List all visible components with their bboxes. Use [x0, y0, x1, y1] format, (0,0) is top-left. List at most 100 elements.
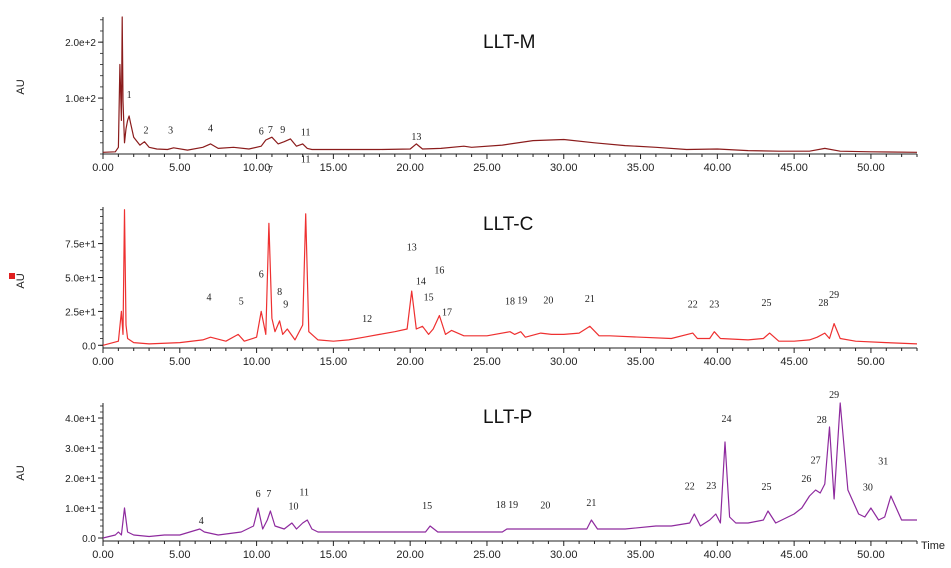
peak-label-17: 17 — [442, 307, 452, 318]
x-tick-label: 0.00 — [92, 162, 113, 174]
peak-label-23: 23 — [709, 299, 719, 310]
peak-label-5: 5 — [239, 297, 244, 308]
y-tick-label: 0.0 — [82, 534, 96, 545]
x-tick-label: 40.00 — [704, 356, 732, 368]
peak-label-30: 30 — [863, 482, 873, 493]
peak-label-2: 2 — [144, 125, 149, 136]
x-tick-label: 35.00 — [627, 549, 655, 561]
y-tick-label: 2.0e+2 — [65, 38, 96, 49]
peak-label-13: 13 — [407, 242, 417, 253]
x-tick-label: 25.00 — [473, 162, 501, 174]
chromatogram-trace — [102, 402, 917, 539]
x-tick-label: 0.00 — [92, 549, 113, 561]
peak-label-12: 12 — [362, 314, 372, 325]
peak-label-29: 29 — [829, 290, 839, 301]
y-tick-label: 7.5e+1 — [65, 240, 96, 251]
peak-label-6: 6 — [256, 489, 261, 500]
peak-label-22: 22 — [685, 481, 695, 492]
x-tick-label: 25.00 — [473, 549, 501, 561]
peak-label-1: 1 — [127, 90, 132, 101]
x-tick-label: 10.00 — [243, 356, 271, 368]
peak-label-18: 18 — [505, 297, 515, 308]
peak-label-13: 13 — [411, 132, 421, 143]
y-axis-title: AU — [15, 79, 27, 94]
x-tick-label: 50.00 — [857, 162, 885, 174]
x-tick-label: 15.00 — [320, 549, 348, 561]
panel-title: LLT-P — [483, 407, 532, 428]
y-tick-label: 5.0e+1 — [65, 274, 96, 285]
peak-label-24: 24 — [722, 414, 732, 425]
peak-label-7: 7 — [266, 489, 271, 500]
panel-title: LLT-M — [483, 32, 535, 53]
x-tick-label: 30.00 — [550, 356, 578, 368]
peak-label-21: 21 — [586, 498, 596, 509]
x-tick-label: 40.00 — [704, 549, 732, 561]
peak-label-19: 19 — [508, 500, 518, 511]
x-tick-label: 10.00 — [243, 549, 271, 561]
y-tick-label: 1.0e+2 — [65, 94, 96, 105]
peak-label-15: 15 — [424, 293, 434, 304]
peak-label-9: 9 — [283, 299, 288, 310]
x-tick-label: 35.00 — [627, 162, 655, 174]
y-axis-title: AU — [15, 273, 27, 288]
peak-label-29: 29 — [829, 390, 839, 401]
peak-label-20: 20 — [540, 501, 550, 512]
chart-panel-1: LLT-M AU 0.00 5.00 10.00 15.00 20.00 25.00 30.00… — [15, 16, 918, 174]
x-tick-label: 5.00 — [169, 549, 190, 561]
panel-title: LLT-C — [483, 214, 533, 235]
x-tick-label: 45.00 — [780, 162, 808, 174]
peak-label-6: 6 — [259, 270, 264, 281]
y-axis-title: AU — [15, 465, 27, 480]
peak-label-21: 21 — [585, 294, 595, 305]
x-tick-label: 40.00 — [704, 162, 732, 174]
chromatogram-trace — [102, 209, 918, 346]
y-tick-label: 2.5e+1 — [65, 307, 96, 318]
peak-label-11: 11 — [299, 488, 309, 499]
peak-label-15: 15 — [422, 501, 432, 512]
x-tick-label: 0.00 — [92, 356, 113, 368]
x-tick-label: 10.00 — [243, 162, 271, 174]
peak-label-11: 11 — [301, 128, 311, 139]
peak-label-4: 4 — [208, 124, 213, 135]
y-tick-label: 1.0e+1 — [65, 504, 96, 515]
chart-panel-2: LLT-C AU 0.00 5.00 10.00 15.00 20.00 25.00 30.00… — [9, 154, 918, 368]
peak-label-7: 7 — [268, 165, 273, 176]
x-tick-label: 50.00 — [857, 549, 885, 561]
peak-label-3: 3 — [168, 125, 173, 136]
x-tick-label: 15.00 — [320, 162, 348, 174]
x-tick-label: 30.00 — [550, 549, 578, 561]
peak-label-8: 8 — [277, 287, 282, 298]
peak-label-7: 7 — [268, 125, 273, 136]
peak-label-28: 28 — [817, 415, 827, 426]
peak-label-31: 31 — [878, 457, 888, 468]
x-tick-label: 5.00 — [169, 356, 190, 368]
y-tick-label: 4.0e+1 — [65, 414, 96, 425]
chart-panel-3: LLT-P AU 0.00 5.00 10.00 15.00 20.00 25.00 30.00… — [15, 390, 945, 561]
peak-label-22: 22 — [688, 299, 698, 310]
peak-label-26: 26 — [801, 474, 811, 485]
peak-label-14: 14 — [416, 276, 426, 287]
y-tick-label: 2.0e+1 — [65, 474, 96, 485]
x-tick-label: 45.00 — [780, 356, 808, 368]
x-tick-label: 20.00 — [396, 356, 424, 368]
x-tick-label: 20.00 — [396, 162, 424, 174]
peak-label-19: 19 — [517, 295, 527, 306]
x-tick-label: 50.00 — [857, 356, 885, 368]
peak-label-20: 20 — [543, 295, 553, 306]
peak-label-4: 4 — [199, 516, 204, 527]
peak-label-18: 18 — [496, 500, 506, 511]
x-tick-label: 15.00 — [320, 356, 348, 368]
y-tick-label: 3.0e+1 — [65, 444, 96, 455]
x-tick-label: 45.00 — [780, 549, 808, 561]
peak-label-9: 9 — [280, 125, 285, 136]
peak-label-23: 23 — [706, 481, 716, 492]
x-tick-label: 20.00 — [396, 549, 424, 561]
x-tick-label: 35.00 — [627, 356, 655, 368]
x-tick-label: 25.00 — [473, 356, 501, 368]
x-tick-label: 5.00 — [169, 162, 190, 174]
peak-label-25: 25 — [761, 298, 771, 309]
y-tick-label: 0.0 — [82, 341, 96, 352]
x-tick-label: 30.00 — [550, 162, 578, 174]
